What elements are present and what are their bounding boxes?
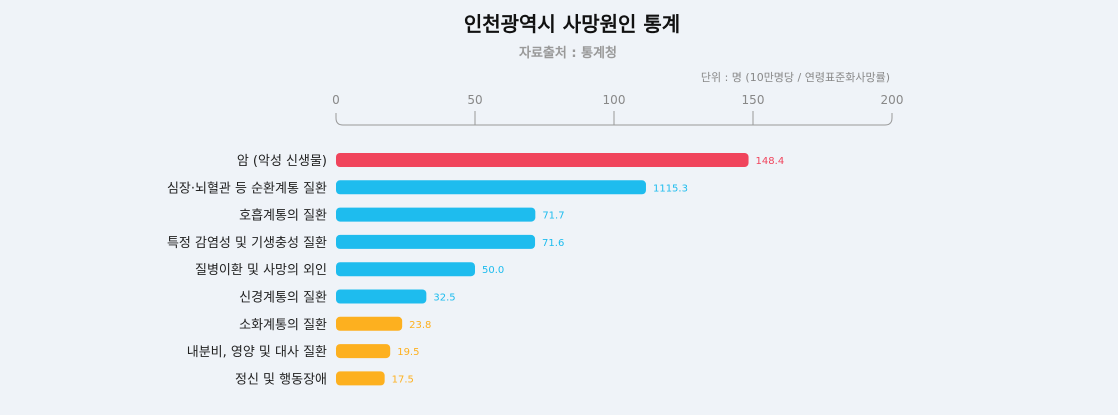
value-label: 148.4 — [756, 156, 785, 167]
bar — [336, 316, 403, 331]
category-label: 암 (악성 신생물) — [237, 154, 327, 169]
bar — [336, 234, 536, 249]
chart-title: 인천광역시 사망원인 통계 — [463, 12, 681, 36]
bar — [336, 180, 646, 195]
category-label: 특정 감염성 및 기생충성 질환 — [167, 236, 327, 251]
value-label: 1115.3 — [653, 183, 688, 194]
bar — [336, 371, 385, 386]
category-label: 심장·뇌혈관 등 순환계통 질환 — [167, 181, 327, 196]
value-label: 23.8 — [409, 320, 431, 331]
bar — [336, 207, 536, 222]
bar — [336, 344, 391, 359]
bar — [336, 289, 427, 304]
value-label: 71.6 — [542, 238, 564, 249]
category-label: 호흡계통의 질환 — [239, 209, 327, 224]
category-label: 신경계통의 질환 — [239, 291, 327, 306]
value-label: 19.5 — [397, 347, 419, 358]
tick-label: 0 — [332, 93, 340, 107]
tick-label: 100 — [603, 93, 626, 107]
unit-note: 단위 : 명 (10만명당 / 연령표준화사망률) — [700, 71, 890, 84]
value-label: 17.5 — [392, 374, 414, 385]
tick-label: 50 — [467, 93, 482, 107]
bar — [336, 262, 475, 277]
category-label: 내분비, 영양 및 대사 질환 — [187, 345, 327, 360]
category-label: 소화계통의 질환 — [239, 318, 327, 333]
value-label: 71.7 — [542, 211, 564, 222]
tick-label: 200 — [881, 93, 904, 107]
category-label: 정신 및 행동장애 — [235, 371, 327, 387]
chart-subtitle: 자료출처 : 통계청 — [519, 46, 617, 61]
value-label: 32.5 — [433, 293, 455, 304]
tick-label: 150 — [742, 93, 765, 107]
category-label: 질병이환 및 사망의 외인 — [195, 263, 327, 278]
value-label: 50.0 — [482, 265, 504, 276]
bar — [336, 153, 749, 167]
